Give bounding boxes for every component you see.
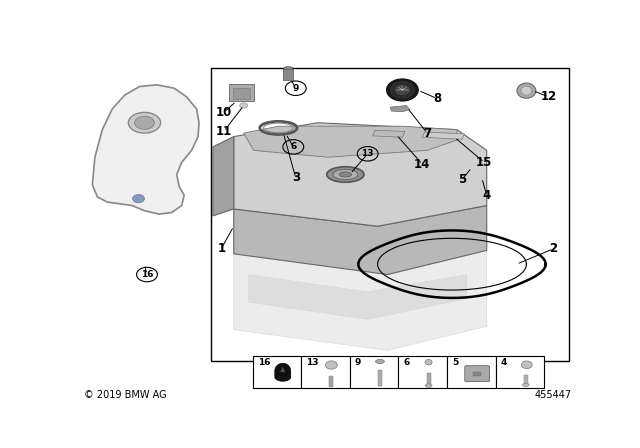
Circle shape xyxy=(240,103,248,108)
Text: 5: 5 xyxy=(452,358,458,366)
Ellipse shape xyxy=(425,359,432,365)
Polygon shape xyxy=(280,367,285,372)
Bar xyxy=(473,371,481,376)
Circle shape xyxy=(390,82,414,98)
Text: 12: 12 xyxy=(541,90,557,103)
Text: 11: 11 xyxy=(216,125,232,138)
Polygon shape xyxy=(213,137,234,216)
Text: 7: 7 xyxy=(423,127,431,140)
Bar xyxy=(399,356,447,388)
Bar xyxy=(427,373,431,387)
Polygon shape xyxy=(234,250,486,350)
Circle shape xyxy=(522,361,532,369)
Ellipse shape xyxy=(333,169,358,180)
Text: 455447: 455447 xyxy=(535,390,572,400)
Bar xyxy=(330,376,333,387)
Polygon shape xyxy=(234,206,486,275)
Circle shape xyxy=(387,79,419,101)
Polygon shape xyxy=(372,130,405,137)
Text: 15: 15 xyxy=(476,156,492,169)
Text: 3: 3 xyxy=(292,172,300,185)
Text: 4: 4 xyxy=(500,358,507,366)
Bar xyxy=(211,68,568,361)
Text: 1: 1 xyxy=(218,242,225,255)
Bar xyxy=(350,356,399,388)
Bar xyxy=(378,370,382,386)
Polygon shape xyxy=(390,106,410,112)
Ellipse shape xyxy=(134,116,154,129)
Text: 14: 14 xyxy=(414,158,431,171)
Text: 10: 10 xyxy=(216,106,232,119)
Ellipse shape xyxy=(517,83,536,98)
Ellipse shape xyxy=(339,172,351,177)
Circle shape xyxy=(396,85,410,95)
Text: 4: 4 xyxy=(483,189,491,202)
Ellipse shape xyxy=(284,66,292,70)
Ellipse shape xyxy=(129,112,161,133)
Text: 16: 16 xyxy=(257,358,270,366)
Text: 8: 8 xyxy=(433,92,441,105)
Bar xyxy=(284,69,293,80)
Text: 6: 6 xyxy=(403,358,410,366)
Text: 5: 5 xyxy=(458,173,466,186)
Bar xyxy=(524,375,528,386)
Polygon shape xyxy=(244,126,457,157)
Text: 16: 16 xyxy=(141,270,153,279)
Text: 6: 6 xyxy=(290,142,296,151)
Text: 2: 2 xyxy=(550,242,557,255)
Circle shape xyxy=(132,194,145,203)
Polygon shape xyxy=(422,132,465,139)
Bar xyxy=(253,356,301,388)
Bar xyxy=(447,356,495,388)
Polygon shape xyxy=(275,363,291,381)
Bar xyxy=(301,356,350,388)
Ellipse shape xyxy=(521,86,532,95)
FancyBboxPatch shape xyxy=(465,366,490,382)
Text: 9: 9 xyxy=(292,84,299,93)
Bar xyxy=(233,87,250,99)
Text: 13: 13 xyxy=(306,358,319,366)
Polygon shape xyxy=(234,123,486,226)
Polygon shape xyxy=(92,85,199,214)
Ellipse shape xyxy=(376,359,385,364)
Bar xyxy=(229,84,253,101)
Text: 13: 13 xyxy=(362,149,374,158)
Polygon shape xyxy=(249,275,467,319)
Text: © 2019 BMW AG: © 2019 BMW AG xyxy=(84,390,166,400)
Circle shape xyxy=(325,361,337,369)
Bar xyxy=(495,356,544,388)
Ellipse shape xyxy=(327,167,364,182)
Ellipse shape xyxy=(522,383,529,387)
Ellipse shape xyxy=(425,384,432,388)
Text: 9: 9 xyxy=(355,358,361,366)
